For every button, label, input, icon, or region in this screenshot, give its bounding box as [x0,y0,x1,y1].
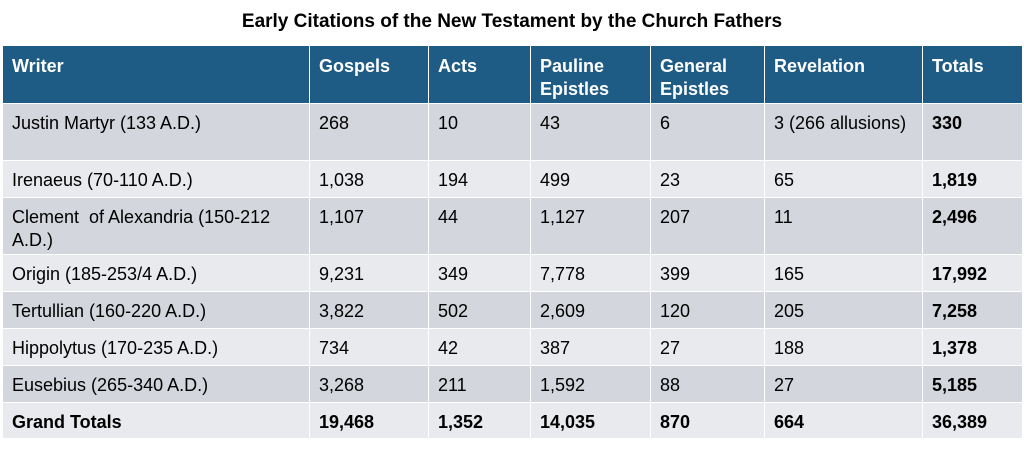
cell-pauline-epistles: 7,778 [530,254,651,292]
cell-writer: Eusebius (265-340 A.D.) [2,365,310,403]
cell-acts: 211 [428,365,531,403]
cell-writer: Tertullian (160-220 A.D.) [2,291,310,329]
table-row: Justin Martyr (133 A.D.) 268 10 43 6 3 (… [2,103,1023,161]
grand-total-acts: 1,352 [428,402,531,439]
cell-acts: 194 [428,160,531,198]
cell-acts: 44 [428,197,531,255]
cell-writer: Justin Martyr (133 A.D.) [2,103,310,161]
cell-acts: 10 [428,103,531,161]
cell-pauline-epistles: 43 [530,103,651,161]
cell-gospels: 268 [309,103,429,161]
table-row: Eusebius (265-340 A.D.) 3,268 211 1,592 … [2,365,1023,403]
cell-revelation: 65 [764,160,923,198]
cell-writer: Clement of Alexandria (150-212 A.D.) [2,197,310,255]
table-row: Tertullian (160-220 A.D.) 3,822 502 2,60… [2,291,1023,329]
cell-gospels: 3,822 [309,291,429,329]
header-acts: Acts [428,45,531,104]
cell-pauline-epistles: 2,609 [530,291,651,329]
table-row: Hippolytus (170-235 A.D.) 734 42 387 27 … [2,328,1023,366]
table-row: Origin (185-253/4 A.D.) 9,231 349 7,778 … [2,254,1023,292]
grand-total-gospels: 19,468 [309,402,429,439]
cell-pauline-epistles: 1,592 [530,365,651,403]
table-body: Justin Martyr (133 A.D.) 268 10 43 6 3 (… [2,103,1023,439]
grand-total-revelation: 664 [764,402,923,439]
cell-pauline-epistles: 1,127 [530,197,651,255]
cell-general-epistles: 207 [650,197,765,255]
cell-revelation: 165 [764,254,923,292]
grand-totals-label: Grand Totals [2,402,310,439]
grand-totals-row: Grand Totals 19,468 1,352 14,035 870 664… [2,402,1023,439]
header-pauline-epistles: Pauline Epistles [530,45,651,104]
cell-revelation: 3 (266 allusions) [764,103,923,161]
grand-total-pauline-epistles: 14,035 [530,402,651,439]
cell-general-epistles: 27 [650,328,765,366]
cell-general-epistles: 120 [650,291,765,329]
header-general-epistles: General Epistles [650,45,765,104]
table-row: Irenaeus (70-110 A.D.) 1,038 194 499 23 … [2,160,1023,198]
cell-revelation: 27 [764,365,923,403]
header-revelation: Revelation [764,45,923,104]
cell-totals: 17,992 [922,254,1023,292]
cell-writer: Origin (185-253/4 A.D.) [2,254,310,292]
cell-gospels: 3,268 [309,365,429,403]
table-row: Clement of Alexandria (150-212 A.D.) 1,1… [2,197,1023,255]
cell-totals: 2,496 [922,197,1023,255]
cell-general-epistles: 88 [650,365,765,403]
header-row: Writer Gospels Acts Pauline Epistles Gen… [2,45,1023,104]
cell-writer: Irenaeus (70-110 A.D.) [2,160,310,198]
cell-writer: Hippolytus (170-235 A.D.) [2,328,310,366]
header-writer: Writer [2,45,310,104]
table-title: Early Citations of the New Testament by … [241,11,783,32]
cell-acts: 349 [428,254,531,292]
cell-gospels: 9,231 [309,254,429,292]
citations-table: Writer Gospels Acts Pauline Epistles Gen… [2,45,1023,439]
cell-revelation: 188 [764,328,923,366]
cell-totals: 1,819 [922,160,1023,198]
cell-totals: 1,378 [922,328,1023,366]
cell-revelation: 205 [764,291,923,329]
cell-general-epistles: 23 [650,160,765,198]
header-gospels: Gospels [309,45,429,104]
cell-gospels: 734 [309,328,429,366]
cell-general-epistles: 399 [650,254,765,292]
cell-totals: 7,258 [922,291,1023,329]
cell-totals: 330 [922,103,1023,161]
cell-revelation: 11 [764,197,923,255]
cell-pauline-epistles: 499 [530,160,651,198]
grand-total-totals: 36,389 [922,402,1023,439]
cell-acts: 502 [428,291,531,329]
grand-total-general-epistles: 870 [650,402,765,439]
cell-gospels: 1,107 [309,197,429,255]
table-header: Writer Gospels Acts Pauline Epistles Gen… [2,45,1023,104]
cell-gospels: 1,038 [309,160,429,198]
cell-general-epistles: 6 [650,103,765,161]
cell-acts: 42 [428,328,531,366]
cell-totals: 5,185 [922,365,1023,403]
header-totals: Totals [922,45,1023,104]
cell-pauline-epistles: 387 [530,328,651,366]
